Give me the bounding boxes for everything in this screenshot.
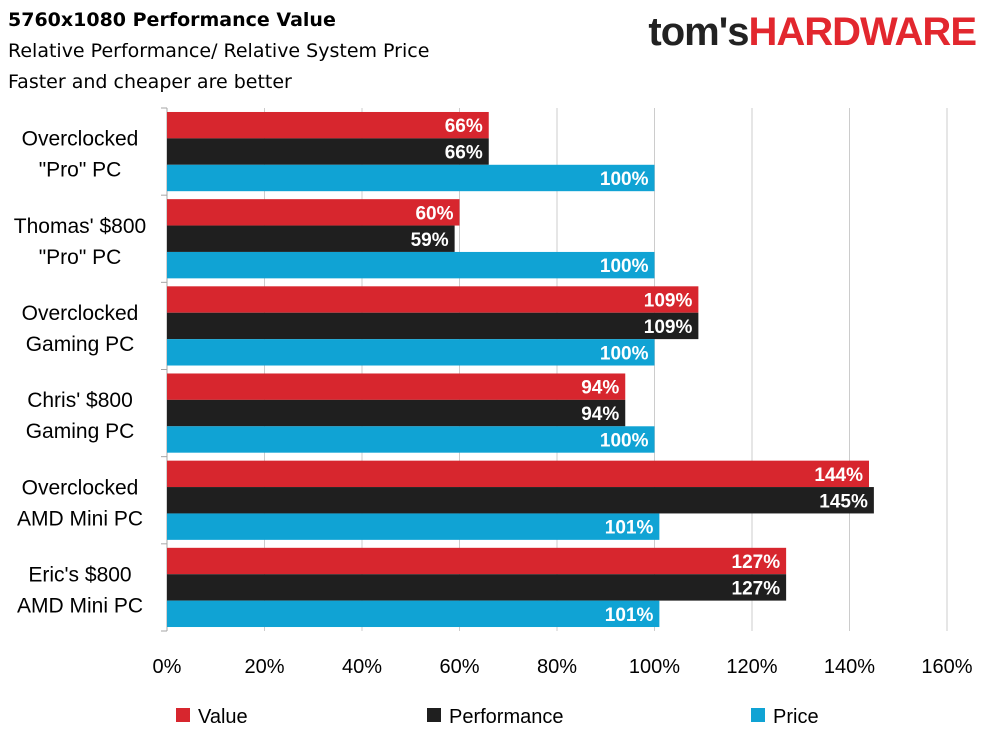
data-label: 59% xyxy=(411,230,449,251)
bar-performance xyxy=(167,574,787,601)
x-tick-label: 120% xyxy=(726,656,777,678)
legend-label: Price xyxy=(773,706,819,728)
legend-label: Value xyxy=(198,706,248,728)
data-label: 94% xyxy=(581,378,619,399)
x-tick-label: 160% xyxy=(921,656,972,678)
bar-performance xyxy=(167,225,455,252)
data-label: 94% xyxy=(581,404,619,425)
bar-price xyxy=(167,600,660,628)
logo-text-toms: tom's xyxy=(648,10,749,54)
data-label: 100% xyxy=(600,343,649,364)
x-tick-label: 60% xyxy=(439,656,479,678)
data-label: 100% xyxy=(600,169,649,190)
category-label: Overclocked xyxy=(22,302,139,325)
bar-value xyxy=(167,199,460,226)
category-label: AMD Mini PC xyxy=(17,507,143,530)
bar-price xyxy=(167,426,655,453)
data-label: 66% xyxy=(445,116,483,137)
data-label: 101% xyxy=(605,605,654,626)
bar-performance xyxy=(167,312,699,340)
logo-text-hardware: HARDWARE xyxy=(748,10,977,54)
legend-swatch-value xyxy=(176,708,190,722)
x-tick-label: 100% xyxy=(629,656,680,678)
bar-value xyxy=(167,286,699,313)
bar-price xyxy=(167,513,660,540)
category-label: Gaming PC xyxy=(26,333,135,356)
category-label: Thomas' $800 xyxy=(14,215,146,238)
data-label: 145% xyxy=(819,491,868,512)
category-label: Gaming PC xyxy=(26,420,135,443)
data-label: 100% xyxy=(600,430,649,451)
bar-performance xyxy=(167,399,626,427)
category-label: Chris' $800 xyxy=(27,389,133,412)
chart-title: 5760x1080 Performance Value xyxy=(8,9,336,31)
bar-value xyxy=(167,373,626,400)
chart-note: Faster and cheaper are better xyxy=(8,71,292,93)
x-tick-label: 20% xyxy=(244,656,284,678)
x-tick-label: 40% xyxy=(342,656,382,678)
bar-price xyxy=(167,339,655,366)
category-label: Eric's $800 xyxy=(28,563,131,586)
data-label: 109% xyxy=(644,291,693,312)
category-label: Overclocked xyxy=(22,128,139,151)
bar-value xyxy=(167,547,787,575)
data-label: 109% xyxy=(644,317,693,338)
bar-price xyxy=(167,164,655,192)
category-label: Overclocked xyxy=(22,476,139,499)
data-label: 66% xyxy=(445,143,483,164)
legend-swatch-price xyxy=(751,708,765,722)
category-label: "Pro" PC xyxy=(39,246,122,269)
x-tick-label: 0% xyxy=(153,656,182,678)
toms-hardware-logo: tom'sHARDWARE xyxy=(648,10,977,55)
bar-value xyxy=(167,111,489,139)
data-label: 127% xyxy=(732,552,781,573)
bar-value xyxy=(167,460,869,488)
data-label: 144% xyxy=(814,465,863,486)
category-label: AMD Mini PC xyxy=(17,594,143,617)
x-tick-label: 140% xyxy=(824,656,875,678)
legend-swatch-performance xyxy=(427,708,441,722)
chart-subtitle: Relative Performance/ Relative System Pr… xyxy=(8,40,430,62)
category-label: "Pro" PC xyxy=(39,159,122,182)
data-label: 127% xyxy=(732,578,781,599)
data-label: 101% xyxy=(605,518,654,539)
data-label: 100% xyxy=(600,256,649,277)
bar-price xyxy=(167,251,655,279)
legend-label: Performance xyxy=(449,706,564,728)
bar-performance xyxy=(167,487,874,514)
bar-performance xyxy=(167,138,489,165)
x-tick-label: 80% xyxy=(537,656,577,678)
data-label: 60% xyxy=(415,203,453,224)
